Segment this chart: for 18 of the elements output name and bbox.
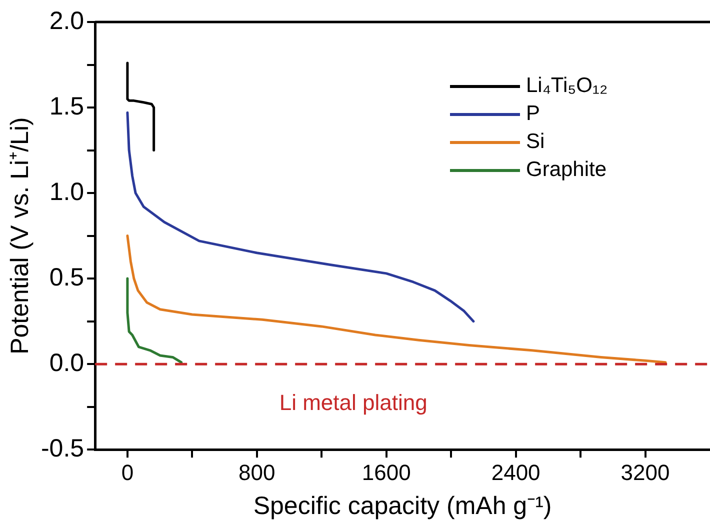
x-tick-label: 0	[121, 460, 134, 485]
y-tick-label: 0.0	[49, 348, 84, 377]
legend-label: Graphite	[526, 157, 607, 183]
legend-label: Si	[526, 129, 545, 155]
y-axis-title: Potential (V vs. Li⁺/Li)	[6, 117, 34, 354]
x-tick-label: 3200	[620, 460, 670, 485]
y-tick-label: -0.5	[40, 434, 84, 462]
y-tick-label: 0.5	[49, 263, 84, 292]
y-tick-label: 1.5	[49, 92, 84, 120]
x-tick-label: 1600	[362, 460, 411, 485]
y-tick-label: 2.0	[49, 6, 84, 35]
legend-label: Li₄Ti₅O₁₂	[526, 73, 608, 99]
x-tick-label: 800	[238, 460, 276, 485]
x-tick-label: 2400	[491, 460, 540, 485]
ref-line-label: Li metal plating	[279, 390, 428, 416]
y-tick-label: 1.0	[49, 178, 84, 206]
x-axis-title: Specific capacity (mAh g⁻¹)	[253, 492, 552, 520]
legend-label: P	[526, 101, 540, 127]
